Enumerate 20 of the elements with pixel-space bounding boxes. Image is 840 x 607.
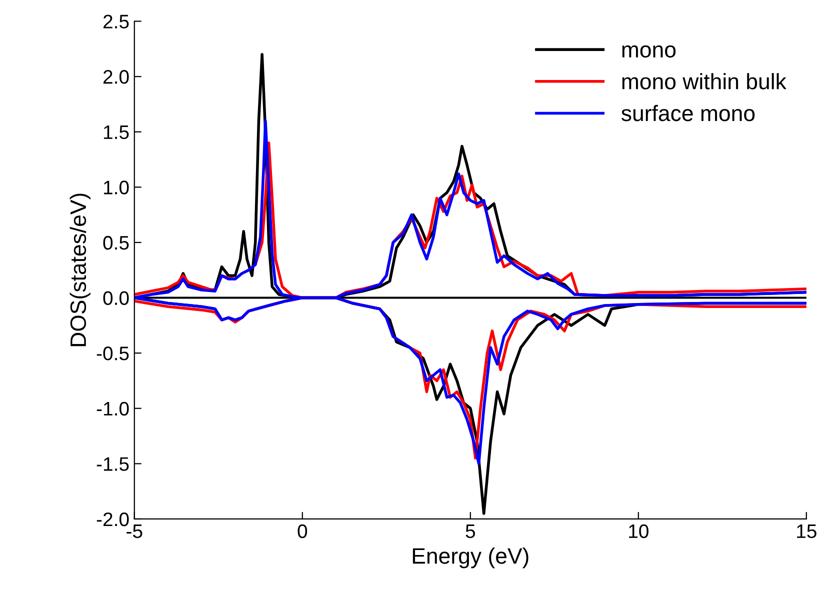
y-axis-title: DOS(states/eV) [70,194,90,346]
y-tick-label: 0.0 [103,291,129,306]
x-tick-label: 5 [466,524,475,538]
legend-label: surface mono [622,104,755,122]
y-tick-label: 1.5 [104,126,129,140]
x-tick-label: 0 [298,524,308,538]
y-tick-label: 1.0 [104,180,129,194]
y-tick-label: -2.0 [96,512,129,526]
y-tick-label: -1.0 [96,402,129,416]
x-tick-label: -5 [126,524,142,538]
legend-label: mono [622,45,676,58]
y-tick-label: -1.5 [96,457,129,471]
y-tick-label: -0.5 [96,346,129,360]
x-tick-label: 10 [629,524,648,538]
x-tick-label: 15 [797,524,816,538]
y-tick-label: 2.0 [103,70,129,84]
x-axis-title: Energy (eV) [412,548,528,568]
y-tick-label: 0.5 [103,236,129,250]
legend-label: mono within bulk [622,73,786,90]
y-tick-label: 2.5 [103,14,129,28]
